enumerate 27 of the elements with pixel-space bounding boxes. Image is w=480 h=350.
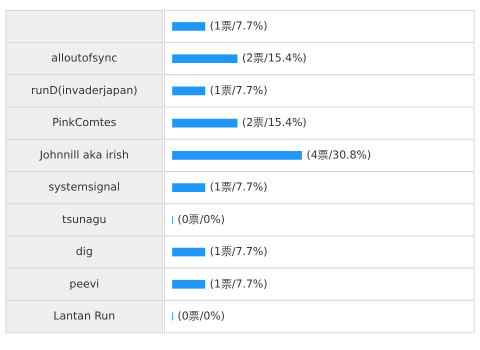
- bar: [172, 54, 238, 64]
- data-label: (1票/7.7%): [210, 19, 268, 32]
- bar: [172, 151, 302, 160]
- data-label: (1票/7.7%): [210, 245, 268, 258]
- data-label: (1票/7.7%): [210, 180, 268, 194]
- data-label: (0票/0%): [178, 212, 225, 226]
- data-label: (0票/0%): [178, 310, 225, 323]
- y-tick-label: tsunagu: [62, 212, 106, 226]
- y-tick-label: Lantan Run: [53, 310, 116, 323]
- y-tick-label: PinkComtes: [52, 116, 117, 130]
- data-label: (4票/30.8%): [306, 148, 372, 162]
- bar: [172, 22, 206, 31]
- bar: [172, 280, 206, 289]
- bar: [172, 183, 206, 192]
- y-tick-label: runD(invaderjapan): [31, 84, 138, 97]
- bar: [172, 118, 238, 128]
- data-label: (1票/7.7%): [210, 84, 268, 97]
- bar: [172, 248, 206, 256]
- data-label: (2票/15.4%): [242, 116, 307, 130]
- data-label: (1票/7.7%): [210, 277, 268, 290]
- y-tick-label: Johnnill aka irish: [38, 148, 129, 162]
- y-tick-label: peevi: [69, 277, 100, 290]
- y-tick-label: alloutofsync: [51, 52, 118, 65]
- data-label: (2票/15.4%): [242, 52, 307, 65]
- bar: [172, 86, 206, 96]
- y-tick-label: dig: [76, 245, 93, 258]
- y-tick-label: systemsignal: [48, 180, 120, 194]
